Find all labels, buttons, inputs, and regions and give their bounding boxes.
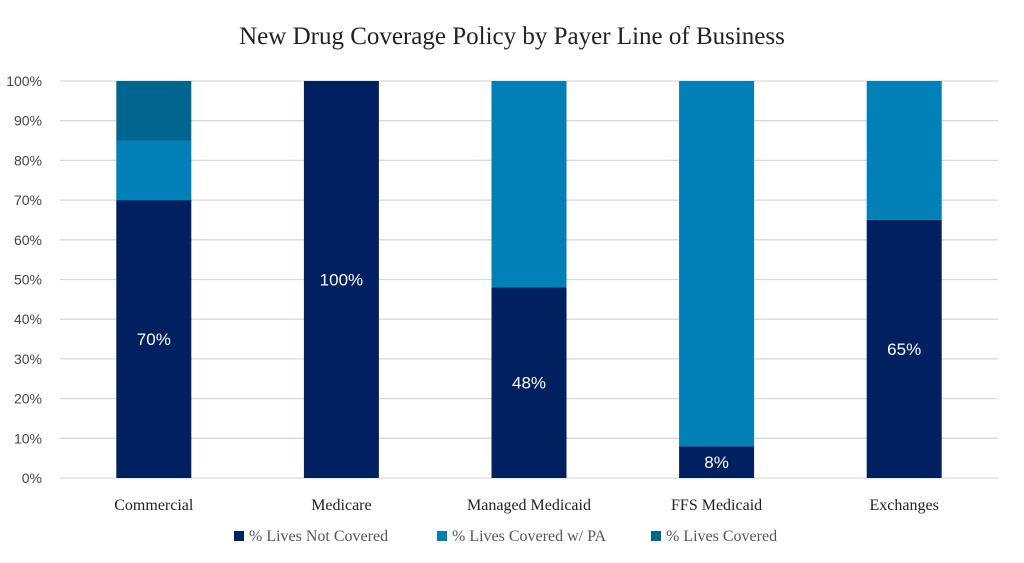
legend-label: % Lives Covered w/ PA xyxy=(452,528,607,545)
y-tick-label: 70% xyxy=(14,192,42,208)
legend-label: % Lives Covered xyxy=(666,528,777,545)
x-tick-label: FFS Medicaid xyxy=(671,497,762,514)
y-tick-label: 60% xyxy=(14,232,42,248)
y-tick-label: 10% xyxy=(14,430,42,446)
legend-swatch xyxy=(437,531,447,541)
bar-segment xyxy=(679,446,755,478)
chart-title: New Drug Coverage Policy by Payer Line o… xyxy=(239,23,785,50)
y-tick-label: 50% xyxy=(14,272,42,288)
x-tick-label: Exchanges xyxy=(870,497,939,514)
bar-segment xyxy=(116,81,192,141)
bar-segment xyxy=(679,81,755,447)
data-label: 70% xyxy=(137,330,171,349)
bar-segment xyxy=(491,287,567,478)
data-label: 65% xyxy=(887,340,921,359)
legend-swatch xyxy=(234,531,244,541)
data-label: 48% xyxy=(512,374,546,393)
legend-swatch xyxy=(651,531,661,541)
y-tick-label: 0% xyxy=(22,470,42,486)
data-label: 8% xyxy=(704,453,729,472)
bar-segment xyxy=(866,219,942,478)
bar-segment xyxy=(116,200,192,478)
y-tick-label: 30% xyxy=(14,351,42,367)
y-tick-label: 20% xyxy=(14,391,42,407)
data-label: 100% xyxy=(320,271,363,290)
bar-segment xyxy=(303,81,379,478)
bar-segment xyxy=(866,81,942,220)
y-tick-label: 80% xyxy=(14,152,42,168)
x-tick-label: Managed Medicaid xyxy=(467,497,591,514)
x-tick-label: Commercial xyxy=(114,497,194,514)
y-tick-label: 100% xyxy=(6,73,42,89)
bar-segment xyxy=(116,140,192,201)
bar-segment xyxy=(491,81,567,288)
y-tick-label: 40% xyxy=(14,311,42,327)
x-tick-label: Medicare xyxy=(311,497,371,514)
legend-label: % Lives Not Covered xyxy=(249,528,388,545)
y-tick-label: 90% xyxy=(14,113,42,129)
